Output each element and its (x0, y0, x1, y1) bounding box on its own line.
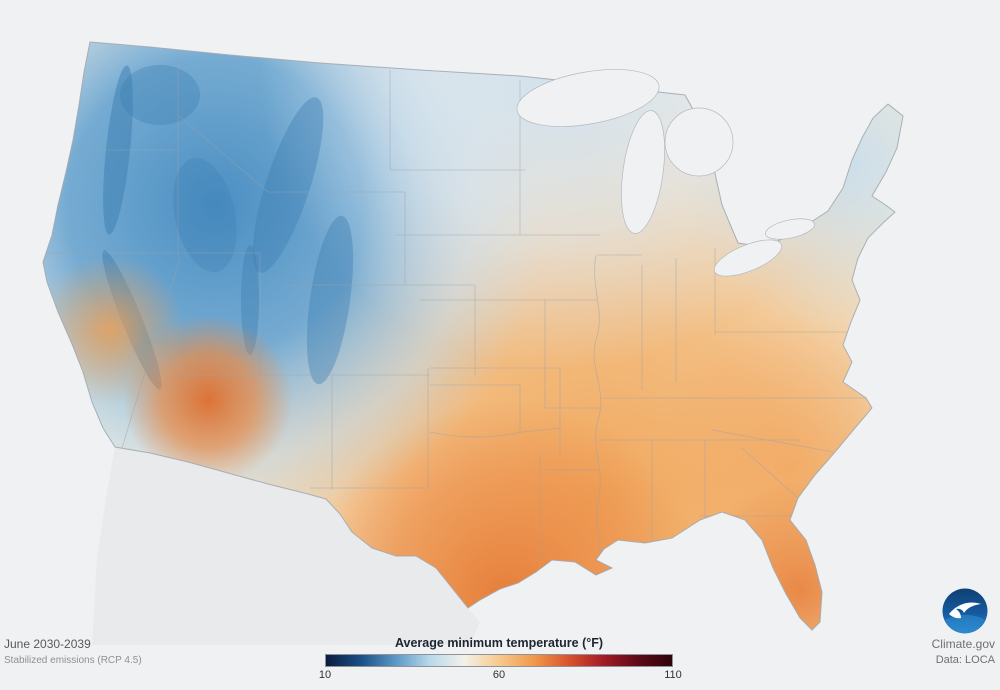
colorbar-tick-max: 110 (664, 669, 682, 681)
noaa-logo-wave (945, 614, 985, 633)
colorbar-tick-min: 10 (318, 669, 332, 681)
temperature-colorbar: Average minimum temperature (°F) 10 60 1… (319, 636, 682, 683)
lake-ontario (765, 218, 815, 240)
us-temperature-map (42, 41, 904, 645)
map-period-label: June 2030-2039 (4, 637, 91, 651)
lake-superior (516, 69, 660, 127)
data-source-credit: Data: LOCA (935, 654, 995, 666)
emissions-scenario-label: Stabilized emissions (RCP 4.5) (4, 655, 142, 666)
noaa-logo (942, 588, 988, 634)
us-outline (42, 41, 904, 631)
lake-huron (664, 107, 734, 177)
footer-left: June 2030-2039 Stabilized emissions (RCP… (4, 637, 142, 666)
colorbar-gradient (325, 654, 673, 667)
colorbar-ticks: 10 60 110 (319, 669, 682, 683)
noaa-logo-gull (949, 602, 981, 619)
climate-gov-credit: Climate.gov (931, 637, 995, 651)
lake-erie (713, 239, 783, 277)
state-borders (46, 45, 866, 563)
mexico-land (92, 447, 480, 645)
lake-michigan (621, 110, 665, 234)
footer-right: Climate.gov Data: LOCA (932, 637, 995, 666)
colorbar-tick-mid: 60 (492, 669, 506, 681)
colorbar-title: Average minimum temperature (°F) (394, 636, 604, 650)
great-lakes (516, 69, 815, 277)
